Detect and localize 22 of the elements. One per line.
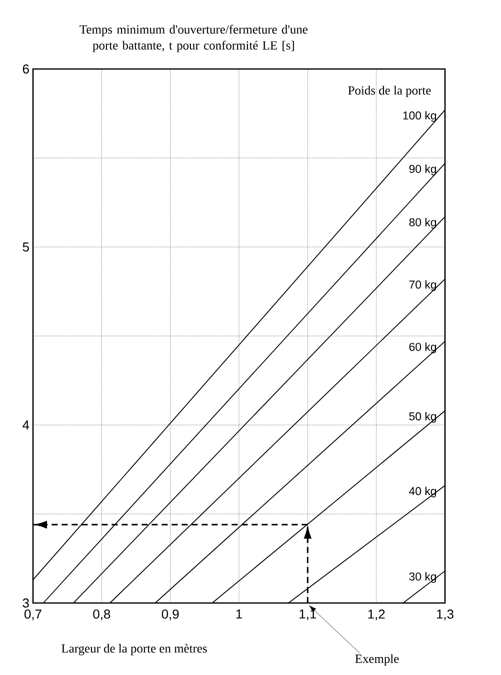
legend-title: Poids de la porte [348, 86, 431, 98]
series-label: 50 kg [409, 412, 436, 423]
series-label: 100 kg [403, 111, 436, 122]
series-label: 40 kg [409, 486, 436, 498]
x-tick-label: 1,2 [368, 610, 385, 620]
series-label: 80 kg [409, 218, 436, 229]
x-tick-label: 0,8 [93, 610, 110, 620]
series-label: 30 kg [409, 572, 436, 583]
x-tick-label: 1 [236, 610, 242, 618]
y-tick-label: 4 [22, 420, 30, 430]
series-label: 60 kg [409, 342, 436, 354]
x-axis-title: Largeur de la porte en mètres [62, 644, 207, 656]
x-tick-label: 1,3 [436, 610, 454, 620]
x-tick-label: 0,9 [162, 610, 179, 620]
text: Exemple [355, 654, 399, 666]
series-label: 90 kg [409, 164, 436, 176]
y-tick-label: 5 [22, 242, 29, 252]
y-axis-title: Temps minimum d'ouverture/fermeture d'une porte battante, t pour conformité LE [s] [80, 24, 308, 52]
y-tick-label: 3 [22, 598, 29, 608]
x-tick-label: 0,7 [24, 610, 42, 620]
series-label: 70 kg [409, 280, 436, 291]
y-tick-label: 6 [22, 64, 29, 74]
